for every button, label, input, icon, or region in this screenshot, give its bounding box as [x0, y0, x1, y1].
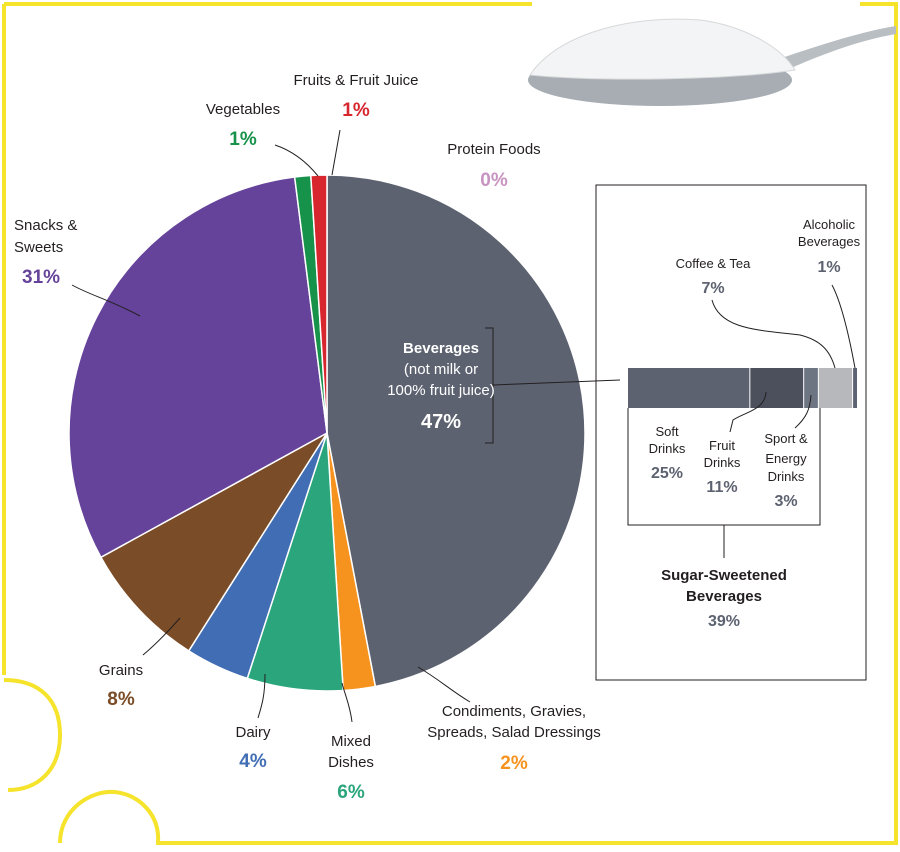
dairy-label: Dairy: [235, 724, 271, 741]
alcohol-label-1: Alcoholic: [803, 217, 856, 232]
leader-dairy: [257, 673, 266, 719]
protein-label: Protein Foods: [447, 141, 540, 158]
leader-lines: [71, 129, 621, 723]
snacks-pct: 31%: [22, 267, 60, 288]
grains-pct: 8%: [107, 689, 135, 710]
mixed-label-1: Mixed: [331, 733, 371, 750]
ssb-pct: 39%: [708, 613, 740, 630]
pie-slice-beverages: [326, 174, 586, 688]
beverage-breakdown-panel: [595, 184, 867, 681]
ssb-bracket: [627, 408, 821, 558]
sugar-pile: [529, 18, 796, 80]
leader-grains: [142, 617, 181, 656]
bar-segment-coffee: [818, 368, 853, 408]
sugar-spoon-icon: [528, 18, 896, 106]
sport-label-1: Sport &: [764, 431, 808, 446]
grains-label: Grains: [99, 662, 143, 679]
fruitdrinks-pct: 11%: [706, 479, 737, 496]
vegetables-label: Vegetables: [206, 101, 280, 118]
leader-fruitdrinks: [729, 391, 767, 433]
fruitdrinks-label-1: Fruit: [709, 438, 735, 453]
fruits-label: Fruits & Fruit Juice: [293, 72, 418, 89]
ssb-label-2: Beverages: [686, 588, 762, 605]
soft-pct: 25%: [651, 465, 683, 482]
beverages-label: Beverages: [403, 340, 479, 357]
sport-label-2: Energy: [765, 451, 807, 466]
sport-label-3: Drinks: [768, 469, 805, 484]
breakdown-box: [595, 184, 867, 681]
condiments-pct: 2%: [500, 753, 528, 774]
beverages-sublabel-2: 100% fruit juice): [387, 382, 495, 399]
leader-condiments: [417, 666, 471, 703]
beverages-sublabel-1: (not milk or: [404, 361, 478, 378]
beverage-stacked-bar: [628, 368, 857, 408]
ssb-label-1: Sugar-Sweetened: [661, 567, 787, 584]
beverages-pct: 47%: [421, 411, 461, 433]
pie-slice-snacks: [68, 176, 328, 559]
pie-slice-fruits: [310, 174, 328, 434]
vegetables-pct: 1%: [229, 129, 257, 150]
mixed-label-2: Dishes: [328, 754, 374, 771]
fruitdrinks-label-2: Drinks: [704, 455, 741, 470]
alcohol-pct: 1%: [817, 259, 840, 276]
mixed-pct: 6%: [337, 782, 365, 803]
snacks-label-1: Snacks &: [14, 217, 77, 234]
breakdown-labels: Coffee & Tea 7% Alcoholic Beverages 1% S…: [649, 217, 861, 630]
bar-segment-sport: [804, 368, 818, 408]
snacks-label-2: Sweets: [14, 239, 63, 256]
coffee-label: Coffee & Tea: [676, 256, 751, 271]
dairy-pct: 4%: [239, 751, 267, 772]
protein-pct: 0%: [480, 170, 508, 191]
condiments-label-1: Condiments, Gravies,: [442, 703, 586, 720]
pie-slice-grains: [99, 432, 328, 652]
condiments-label-2: Spreads, Salad Dressings: [427, 724, 600, 741]
leader-vegetables: [274, 144, 319, 177]
leader-alcohol: [831, 284, 856, 369]
leader-coffee: [711, 299, 836, 369]
sport-pct: 3%: [774, 493, 797, 510]
soft-label-2: Drinks: [649, 441, 686, 456]
pie-chart: [68, 174, 586, 692]
leader-mixed: [341, 682, 353, 723]
spoon-handle: [770, 26, 896, 72]
bar-segment-fruitdrinks: [750, 368, 804, 408]
alcohol-label-2: Beverages: [798, 234, 861, 249]
leader-fruits: [331, 129, 341, 176]
coffee-pct: 7%: [701, 280, 724, 297]
pie-labels: Fruits & Fruit Juice 1% Vegetables 1% Pr…: [14, 72, 601, 803]
fruits-pct: 1%: [342, 100, 370, 121]
soft-label-1: Soft: [655, 424, 679, 439]
frame-bottom-left-curl: [3, 678, 161, 844]
leader-snacks: [71, 284, 141, 317]
leader-sport: [794, 394, 812, 429]
bar-segment-alcohol: [853, 368, 857, 408]
beverages-bracket: [485, 327, 621, 444]
bar-segment-soft: [628, 368, 750, 408]
